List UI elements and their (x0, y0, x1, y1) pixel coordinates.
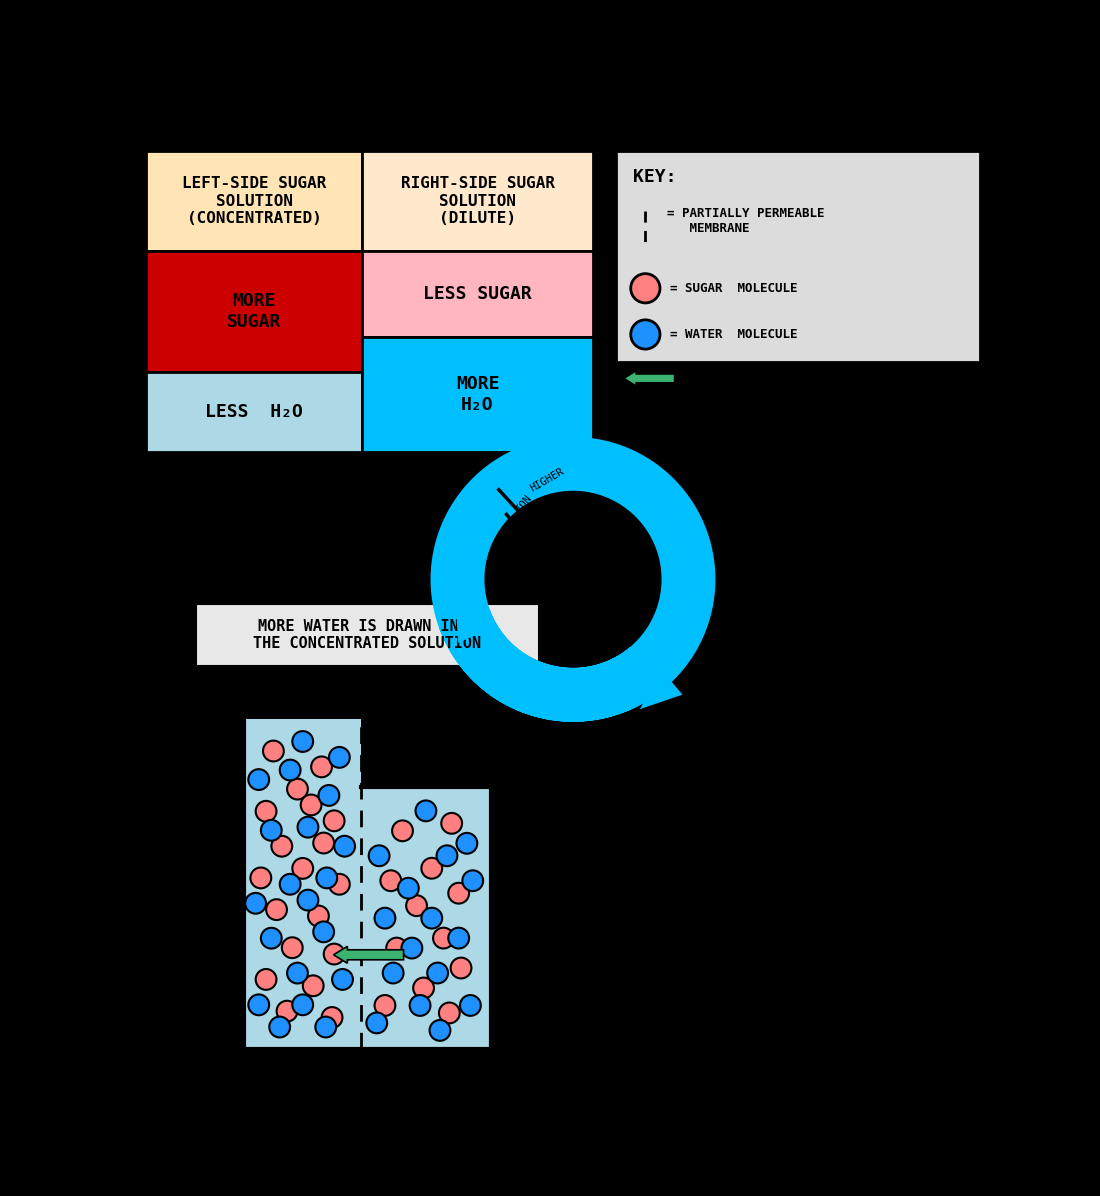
Circle shape (287, 779, 308, 799)
Circle shape (402, 938, 422, 958)
Circle shape (317, 867, 338, 889)
Circle shape (300, 794, 321, 816)
Circle shape (433, 928, 454, 948)
Circle shape (276, 1001, 297, 1021)
Circle shape (441, 813, 462, 834)
Circle shape (251, 867, 272, 889)
Circle shape (334, 836, 355, 856)
Circle shape (430, 1020, 450, 1041)
Circle shape (381, 871, 402, 891)
Bar (362, 337, 593, 452)
Text: = PARTIALLY PERMEABLE
   MEMBRANE: = PARTIALLY PERMEABLE MEMBRANE (667, 207, 824, 236)
Bar (616, 151, 980, 362)
Circle shape (409, 995, 430, 1015)
Circle shape (456, 832, 477, 854)
Circle shape (308, 905, 329, 927)
Text: LEFT-SIDE SUGAR
SOLUTION
(CONCENTRATED): LEFT-SIDE SUGAR SOLUTION (CONCENTRATED) (182, 176, 327, 226)
Bar (146, 251, 362, 372)
Text: MORE
SUGAR: MORE SUGAR (227, 293, 282, 331)
Circle shape (311, 757, 332, 777)
Circle shape (439, 1002, 460, 1024)
Circle shape (261, 820, 282, 841)
Circle shape (287, 963, 308, 983)
Bar (146, 372, 362, 452)
Circle shape (421, 858, 442, 879)
Text: = NET  MOVEMENT
   OF  WATER: = NET MOVEMENT OF WATER (670, 368, 782, 396)
Text: = WATER  MOLECULE: = WATER MOLECULE (670, 328, 798, 341)
Circle shape (261, 928, 282, 948)
Text: MORE
H₂O: MORE H₂O (455, 376, 499, 414)
Text: KEY:: KEY: (634, 169, 676, 187)
Circle shape (249, 769, 270, 791)
Circle shape (293, 994, 314, 1015)
Polygon shape (430, 437, 715, 721)
Circle shape (263, 740, 284, 762)
Circle shape (368, 846, 389, 866)
Circle shape (249, 994, 270, 1015)
Circle shape (302, 976, 323, 996)
Circle shape (279, 874, 300, 895)
Circle shape (421, 908, 442, 928)
Circle shape (314, 832, 334, 854)
Circle shape (266, 899, 287, 920)
Circle shape (416, 800, 437, 822)
Text: = SUGAR  MOLECULE: = SUGAR MOLECULE (670, 282, 798, 294)
Circle shape (383, 963, 404, 983)
FancyArrow shape (624, 371, 674, 386)
Circle shape (279, 759, 300, 781)
Circle shape (314, 921, 334, 942)
Circle shape (375, 908, 395, 928)
Circle shape (245, 893, 266, 914)
Circle shape (282, 938, 303, 958)
Circle shape (630, 319, 660, 349)
Polygon shape (640, 670, 682, 709)
Circle shape (323, 944, 344, 964)
Text: ION: ION (515, 493, 534, 513)
Circle shape (392, 820, 412, 841)
Text: HIGHER: HIGHER (529, 466, 566, 494)
Circle shape (630, 274, 660, 303)
Circle shape (462, 871, 483, 891)
Circle shape (293, 731, 314, 752)
Text: LESS  H₂O: LESS H₂O (206, 403, 304, 421)
Text: LESS SUGAR: LESS SUGAR (424, 286, 532, 304)
Circle shape (321, 1007, 342, 1027)
Circle shape (449, 883, 469, 904)
Circle shape (460, 995, 481, 1015)
Bar (362, 151, 593, 251)
Text: RIGHT-SIDE SUGAR
SOLUTION
(DILUTE): RIGHT-SIDE SUGAR SOLUTION (DILUTE) (400, 176, 554, 226)
Bar (146, 151, 362, 251)
Circle shape (323, 811, 344, 831)
FancyArrow shape (333, 946, 404, 963)
Circle shape (427, 963, 448, 983)
Circle shape (255, 801, 276, 822)
Circle shape (255, 969, 276, 990)
Circle shape (386, 938, 407, 958)
Circle shape (270, 1017, 290, 1037)
Circle shape (293, 858, 314, 879)
Circle shape (332, 969, 353, 990)
Circle shape (414, 977, 435, 999)
Text: MORE WATER IS DRAWN INTO
THE CONCENTRATED SOLUTION: MORE WATER IS DRAWN INTO THE CONCENTRATE… (253, 618, 482, 651)
Circle shape (272, 836, 293, 856)
Circle shape (406, 896, 427, 916)
Circle shape (398, 878, 419, 898)
Polygon shape (455, 600, 486, 643)
Circle shape (298, 890, 318, 910)
Circle shape (329, 874, 350, 895)
Bar (361, 787, 491, 1049)
Circle shape (449, 928, 469, 948)
Circle shape (451, 958, 472, 978)
Circle shape (319, 785, 339, 806)
Circle shape (298, 817, 318, 837)
Bar (362, 251, 593, 337)
Circle shape (375, 995, 395, 1015)
Bar (244, 720, 361, 1049)
Circle shape (329, 748, 350, 768)
Circle shape (437, 846, 458, 866)
Bar (196, 604, 539, 666)
Circle shape (366, 1013, 387, 1033)
Circle shape (316, 1017, 337, 1037)
